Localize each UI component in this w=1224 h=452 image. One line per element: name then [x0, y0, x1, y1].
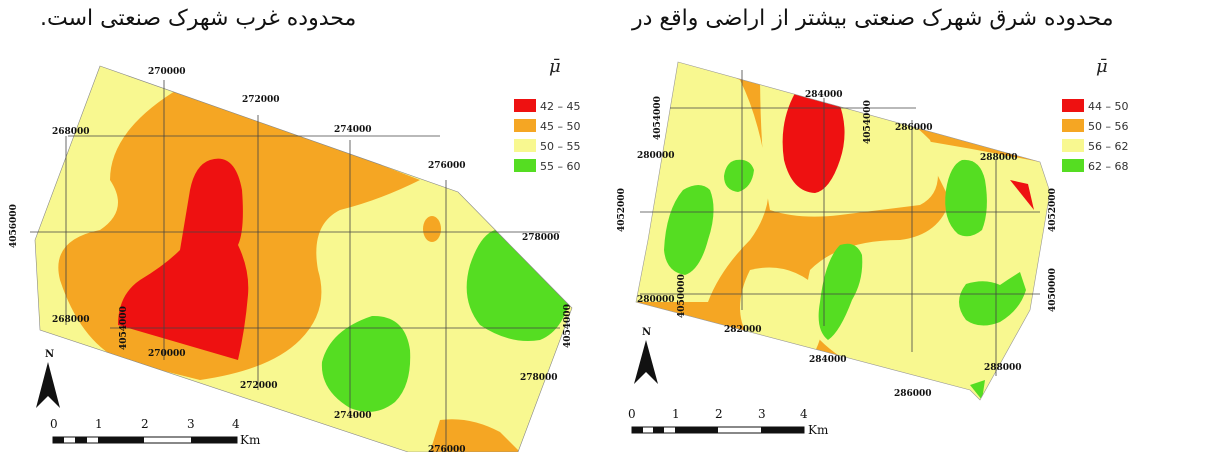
map-boundary-right [635, 61, 1051, 401]
legend-label-3: 50 – 55 [540, 140, 581, 153]
legend-swatch-4-right [1062, 159, 1084, 172]
map-surface-left [35, 66, 572, 452]
caption-left: محدوده غرب شهرک صنعتی است. [40, 6, 357, 31]
tick-276000-bottom: 276000 [428, 445, 466, 452]
tick-282000: 282000 [724, 325, 762, 335]
zone-62-68-center [818, 243, 863, 340]
tick-labels-right: 284000 4054000 4054000 286000 280000 288… [617, 90, 1058, 399]
scale-label-0-right: 0 [628, 407, 636, 421]
legend-right: μ̄ 44 – 50 50 – 56 56 – 62 62 – 68 [1062, 56, 1129, 173]
legend-swatch-2-right [1062, 119, 1084, 132]
legend-label-3-right: 56 – 62 [1088, 140, 1129, 153]
scale-bar-right: 0 1 2 3 4 Km [628, 407, 829, 437]
tick-284000-bottom: 284000 [809, 355, 847, 365]
zone-45-50-small [423, 216, 441, 242]
tick-278000: 278000 [522, 233, 560, 243]
zone-44-50-east [1010, 180, 1034, 210]
tick-270000: 270000 [148, 67, 186, 77]
tick-280000-bottom: 280000 [637, 295, 675, 305]
legend-label-4: 55 – 60 [540, 160, 581, 173]
scale-label-4: 4 [232, 417, 240, 431]
legend-label-2-right: 50 – 56 [1088, 120, 1129, 133]
zone-62-68-west [664, 185, 714, 275]
tick-4052000-left: 4052000 [617, 188, 627, 232]
scale-label-2-right: 2 [715, 407, 723, 421]
tick-274000-bottom: 274000 [334, 411, 372, 421]
legend-label-1: 42 – 45 [540, 100, 581, 113]
zone-55-60-east [466, 226, 572, 341]
scale-label-1: 1 [95, 417, 103, 431]
tick-272000: 272000 [242, 95, 280, 105]
scale-unit-right: Km [808, 423, 829, 437]
scale-bar-left: 0 1 2 3 4 Km [50, 417, 261, 447]
legend-swatch-3-right [1062, 139, 1084, 152]
legend-swatch-1-right [1062, 99, 1084, 112]
north-label-right: N [642, 327, 651, 338]
legend-swatch-1 [514, 99, 536, 112]
tick-286000-bottom: 286000 [894, 389, 932, 399]
grid-right [640, 70, 1040, 376]
zone-62-68-corner [970, 380, 985, 400]
zone-62-68-nw [724, 159, 754, 192]
caption-right: محدوده شرق شهرک صنعتی بیشتر از اراضی واق… [632, 6, 1114, 31]
zone-42-45 [118, 158, 249, 360]
zone-62-68-se [959, 272, 1026, 326]
tick-288000-bottom: 288000 [984, 363, 1022, 373]
tick-4050000-left: 4050000 [677, 274, 687, 318]
legend-swatch-2 [514, 119, 536, 132]
north-label-left: N [45, 349, 54, 360]
legend-symbol-right: μ̄ [1096, 56, 1108, 77]
scale-label-1-right: 1 [672, 407, 680, 421]
tick-274000: 274000 [334, 125, 372, 135]
tick-labels-left: 270000 272000 274000 276000 268000 40560… [9, 67, 573, 452]
scale-unit-left: Km [240, 433, 261, 447]
tick-4052000-right: 4052000 [1048, 188, 1058, 232]
west-zone-map: 270000 272000 274000 276000 268000 40560… [9, 56, 581, 452]
tick-4054000-left: 4054000 [653, 96, 663, 140]
legend-label-4-right: 62 – 68 [1088, 160, 1129, 173]
tick-272000-bottom: 272000 [240, 381, 278, 391]
scale-label-3-right: 3 [758, 407, 766, 421]
tick-268000: 268000 [52, 127, 90, 137]
tick-4054000-mid: 4054000 [863, 100, 873, 144]
scale-label-3: 3 [187, 417, 195, 431]
zone-56-62-east [806, 140, 1050, 400]
north-arrow-icon: N [634, 327, 658, 384]
tick-288000: 288000 [980, 153, 1018, 163]
scale-label-4-right: 4 [800, 407, 808, 421]
tick-4050000-right: 4050000 [1048, 268, 1058, 312]
map-boundary-left [34, 65, 573, 452]
legend-swatch-3 [514, 139, 536, 152]
tick-280000: 280000 [637, 151, 675, 161]
zone-45-50-bottom [430, 419, 520, 452]
tick-278000-bottom: 278000 [520, 373, 558, 383]
east-zone-map: 284000 4054000 4054000 286000 280000 288… [617, 56, 1129, 437]
tick-276000: 276000 [428, 161, 466, 171]
tick-284000: 284000 [805, 90, 843, 100]
zone-55-60-south [321, 315, 411, 412]
legend-left: μ̄ 42 – 45 45 – 50 50 – 55 55 – 60 [514, 56, 581, 173]
tick-4054000-left: 4054000 [119, 306, 129, 350]
zone-62-68-east [945, 159, 987, 237]
legend-label-1-right: 44 – 50 [1088, 100, 1129, 113]
grid-left [30, 80, 560, 452]
tick-286000: 286000 [895, 123, 933, 133]
tick-268000-bottom: 268000 [52, 315, 90, 325]
north-arrow-icon: N [36, 349, 60, 408]
legend-symbol-left: μ̄ [549, 56, 561, 77]
tick-270000-bottom: 270000 [148, 349, 186, 359]
legend-label-2: 45 – 50 [540, 120, 581, 133]
scale-label-0: 0 [50, 417, 58, 431]
tick-4054000-right: 4054000 [563, 304, 573, 348]
legend-swatch-4 [514, 159, 536, 172]
zone-44-50-north [782, 84, 845, 193]
scale-label-2: 2 [141, 417, 149, 431]
tick-4056000: 4056000 [9, 204, 19, 248]
